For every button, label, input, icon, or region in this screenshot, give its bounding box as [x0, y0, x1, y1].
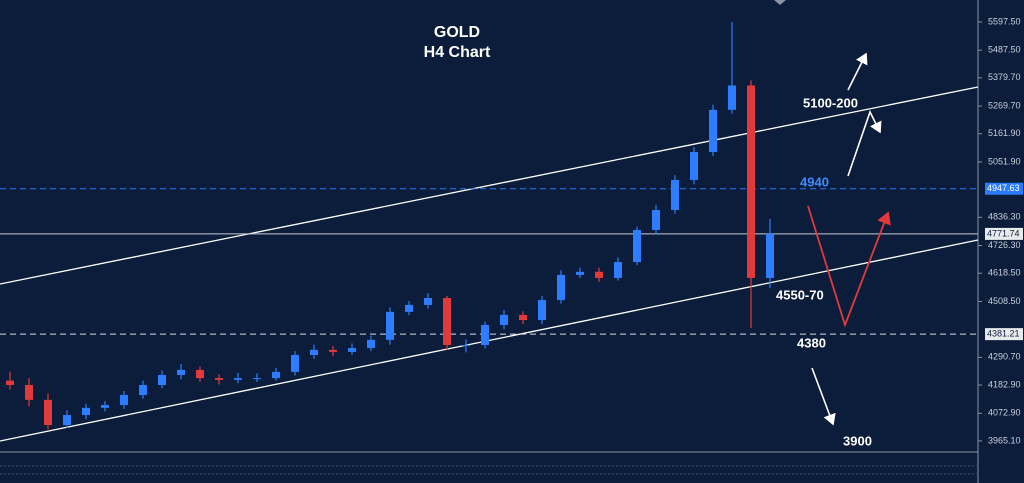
price-level-label: 4381.21 [987, 329, 1020, 339]
channel-upper [0, 86, 979, 285]
candle-body [234, 378, 242, 380]
y-tick-label: 3965.10 [988, 435, 1021, 445]
candle-body [63, 415, 71, 426]
candle-body [462, 344, 470, 346]
annotation: 5100-200 [803, 95, 858, 110]
candle-body [348, 348, 356, 352]
price-level-label: 4947.63 [987, 183, 1020, 193]
y-tick-label: 4836.30 [988, 212, 1021, 222]
y-tick-label: 4182.90 [988, 379, 1021, 389]
y-tick-label: 5051.90 [988, 156, 1021, 166]
y-tick-label: 5597.50 [988, 16, 1021, 26]
candle-body [500, 314, 508, 325]
chart-subtitle: H4 Chart [424, 44, 491, 61]
candle-body [728, 85, 736, 110]
candle-body [747, 85, 755, 278]
candle-body [215, 378, 223, 380]
candle-body [177, 369, 185, 375]
candle-body [405, 304, 413, 312]
price-level-box [985, 227, 1023, 240]
candle-body [44, 399, 52, 426]
candle-body [367, 339, 375, 349]
y-tick-label: 4726.30 [988, 240, 1021, 250]
candle-body [614, 262, 622, 278]
candle-body [443, 297, 451, 345]
candle-body [120, 395, 128, 406]
candle-body [25, 385, 33, 400]
candle-body [272, 371, 280, 379]
price-level-box [985, 182, 1023, 195]
y-tick-label: 5379.70 [988, 72, 1021, 82]
arrow [847, 52, 868, 91]
annotation: 4380 [797, 335, 826, 350]
candle-body [6, 380, 14, 386]
candle-body [196, 369, 204, 379]
y-tick-label: 5269.70 [988, 100, 1021, 110]
arrow [811, 367, 836, 426]
candle-body [386, 311, 394, 340]
candle-body [158, 374, 166, 386]
annotation: 3900 [843, 433, 872, 448]
price-level-label: 4771.74 [987, 228, 1020, 238]
candle-body [652, 209, 660, 230]
annotation: 4940 [800, 174, 829, 189]
arrow [807, 205, 891, 328]
candle-body [690, 151, 698, 180]
y-tick-label: 4290.70 [988, 352, 1021, 362]
candle-body [766, 233, 774, 278]
annotation: 4550-70 [776, 287, 824, 302]
candle-body [481, 324, 489, 345]
candle-body [538, 300, 546, 321]
y-tick-label: 5487.50 [988, 45, 1021, 55]
price-level-box [985, 328, 1023, 341]
y-tick-label: 5161.90 [988, 128, 1021, 138]
candle-body [633, 229, 641, 263]
candle-body [519, 314, 527, 321]
candle-body [424, 297, 432, 305]
y-tick-label: 4618.50 [988, 268, 1021, 278]
arrow [847, 109, 882, 177]
y-tick-label: 4508.50 [988, 296, 1021, 306]
shift-marker [774, 0, 786, 5]
candle-body [139, 385, 147, 396]
candle-body [709, 109, 717, 152]
y-tick-label: 4072.90 [988, 408, 1021, 418]
chart-title: GOLD [434, 24, 480, 41]
candle-body [576, 271, 584, 275]
levels: 4947.63 4771.74 4381.21 [0, 182, 1023, 341]
candle-body [291, 354, 299, 372]
candle-body [253, 378, 261, 380]
candle-body [310, 349, 318, 355]
candle-body [595, 271, 603, 278]
candle-body [329, 349, 337, 352]
candle-body [82, 407, 90, 416]
candle-body [671, 179, 679, 210]
candle-body [557, 274, 565, 301]
candle-body [101, 405, 109, 408]
candles [6, 22, 774, 430]
